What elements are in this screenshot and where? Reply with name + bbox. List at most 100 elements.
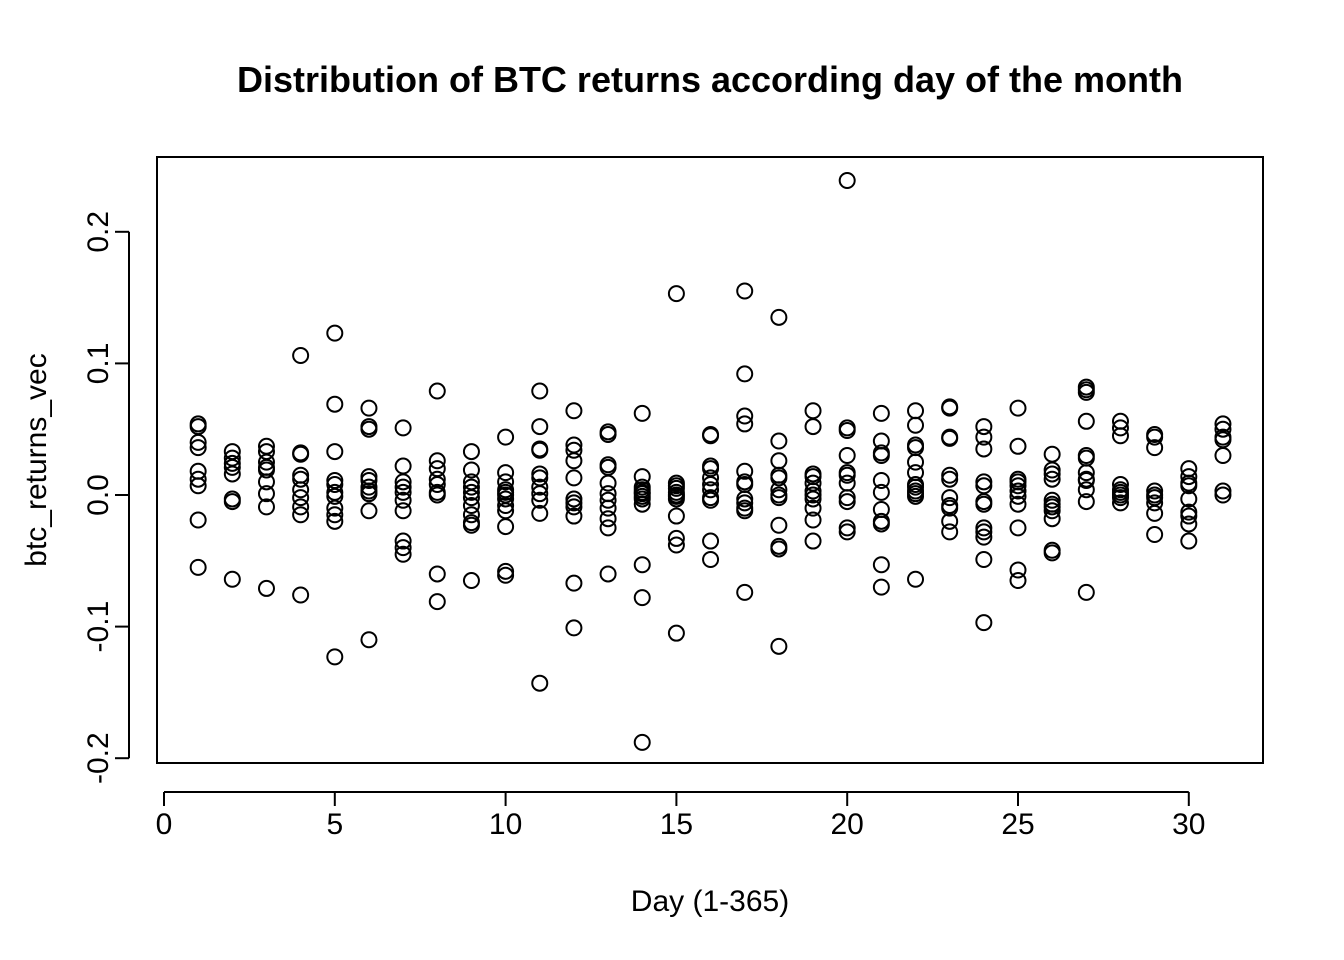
data-point bbox=[394, 502, 412, 520]
data-point bbox=[497, 497, 515, 515]
data-point bbox=[326, 506, 344, 524]
data-point bbox=[667, 490, 685, 508]
data-point bbox=[428, 452, 446, 470]
data-point bbox=[975, 428, 993, 446]
data-point bbox=[1146, 504, 1164, 522]
data-point bbox=[189, 477, 207, 495]
data-point bbox=[292, 481, 310, 499]
data-point bbox=[531, 504, 549, 522]
data-point bbox=[736, 502, 754, 520]
data-point bbox=[326, 443, 344, 461]
data-point bbox=[326, 487, 344, 505]
data-point bbox=[394, 478, 412, 496]
data-point bbox=[531, 418, 549, 436]
data-point bbox=[1111, 494, 1129, 512]
data-point bbox=[326, 499, 344, 517]
data-point bbox=[428, 486, 446, 504]
data-point bbox=[838, 447, 856, 465]
data-point bbox=[770, 516, 788, 534]
x-tick-label: 25 bbox=[1001, 808, 1034, 841]
data-point bbox=[702, 469, 720, 487]
data-point bbox=[257, 453, 275, 471]
data-point bbox=[223, 465, 241, 483]
data-point bbox=[531, 382, 549, 400]
data-point bbox=[565, 452, 583, 470]
data-point bbox=[633, 556, 651, 574]
data-point bbox=[702, 532, 720, 550]
data-point bbox=[257, 579, 275, 597]
data-point bbox=[360, 420, 378, 438]
data-point bbox=[292, 586, 310, 604]
x-tick-label: 5 bbox=[326, 808, 343, 841]
data-point bbox=[497, 428, 515, 446]
data-point bbox=[531, 441, 549, 459]
data-point bbox=[1111, 427, 1129, 445]
data-point bbox=[1111, 475, 1129, 493]
data-point bbox=[497, 490, 515, 508]
data-point bbox=[667, 285, 685, 303]
data-point bbox=[1009, 437, 1027, 455]
data-point bbox=[1043, 502, 1061, 520]
data-point bbox=[292, 489, 310, 507]
data-point bbox=[1009, 399, 1027, 417]
data-point bbox=[462, 489, 480, 507]
y-tick-label: -0.1 bbox=[82, 601, 115, 653]
data-point bbox=[189, 433, 207, 451]
data-point bbox=[907, 487, 925, 505]
data-point bbox=[1180, 477, 1198, 495]
data-point bbox=[770, 308, 788, 326]
data-point bbox=[394, 539, 412, 557]
data-point bbox=[1214, 420, 1232, 438]
data-point bbox=[804, 499, 822, 517]
data-point bbox=[633, 733, 651, 751]
data-point bbox=[941, 499, 959, 517]
data-point bbox=[1180, 468, 1198, 486]
x-tick-label: 20 bbox=[831, 808, 864, 841]
data-point bbox=[702, 427, 720, 445]
data-point bbox=[326, 512, 344, 530]
data-point bbox=[257, 473, 275, 491]
data-point bbox=[872, 472, 890, 490]
data-point bbox=[1146, 494, 1164, 512]
data-point bbox=[667, 507, 685, 525]
data-point bbox=[394, 545, 412, 563]
data-point bbox=[1009, 482, 1027, 500]
data-point bbox=[1043, 445, 1061, 463]
data-point bbox=[599, 474, 617, 492]
data-point bbox=[975, 495, 993, 513]
data-point bbox=[257, 498, 275, 516]
data-point bbox=[1214, 486, 1232, 504]
data-point bbox=[497, 518, 515, 536]
data-point bbox=[360, 631, 378, 649]
data-point bbox=[360, 502, 378, 520]
data-point bbox=[907, 402, 925, 420]
data-point bbox=[770, 432, 788, 450]
data-point bbox=[462, 516, 480, 534]
data-point bbox=[1009, 477, 1027, 495]
data-point bbox=[531, 674, 549, 692]
data-point bbox=[770, 469, 788, 487]
data-point bbox=[394, 483, 412, 501]
data-point bbox=[941, 512, 959, 530]
data-point bbox=[599, 499, 617, 517]
data-point bbox=[1009, 572, 1027, 590]
data-point bbox=[907, 416, 925, 434]
data-point bbox=[428, 382, 446, 400]
data-point bbox=[462, 506, 480, 524]
data-point bbox=[599, 510, 617, 528]
data-point bbox=[565, 469, 583, 487]
data-point bbox=[292, 498, 310, 516]
data-point bbox=[941, 489, 959, 507]
x-tick-label: 15 bbox=[660, 808, 693, 841]
data-point bbox=[565, 498, 583, 516]
data-point bbox=[667, 529, 685, 547]
data-point bbox=[462, 461, 480, 479]
x-axis: 0 5 10 15 20 25 30 bbox=[156, 791, 1205, 841]
data-point bbox=[394, 473, 412, 491]
data-point bbox=[292, 506, 310, 524]
data-point bbox=[189, 511, 207, 529]
data-point bbox=[223, 458, 241, 476]
data-point bbox=[941, 470, 959, 488]
data-point bbox=[462, 443, 480, 461]
